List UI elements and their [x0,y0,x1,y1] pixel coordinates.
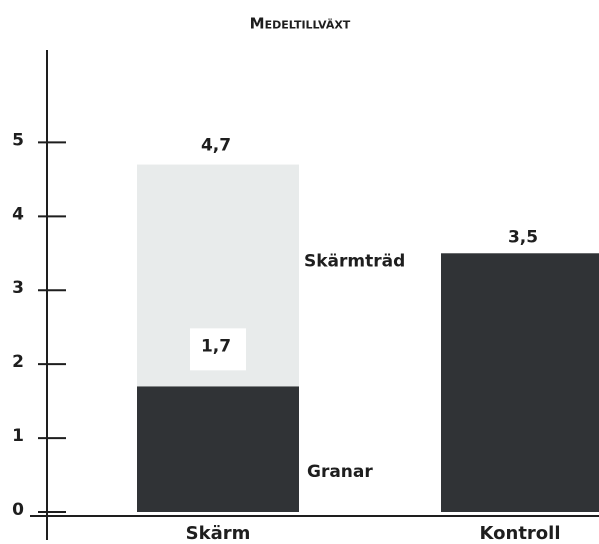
bar-segment [137,386,299,512]
y-tick-label: 4 [12,204,24,224]
x-tick-label: Skärm [186,523,251,544]
x-tick-label: Kontroll [480,523,561,544]
bar-segment [441,253,599,512]
total-label: 4,7 [201,136,231,156]
legend-label: Skärmträd [304,251,405,271]
y-tick-label: 1 [12,426,24,446]
y-tick-label: 2 [12,352,24,372]
y-tick-label: 5 [12,130,24,150]
y-tick-label: 0 [12,500,24,520]
y-tick-label: 3 [12,278,24,298]
legend-label: Granar [307,462,373,482]
label-background [190,328,246,371]
value-label: 3,5 [508,227,538,247]
value-label: 1,7 [201,336,231,356]
chart-title: Medeltillväxt [250,15,351,33]
